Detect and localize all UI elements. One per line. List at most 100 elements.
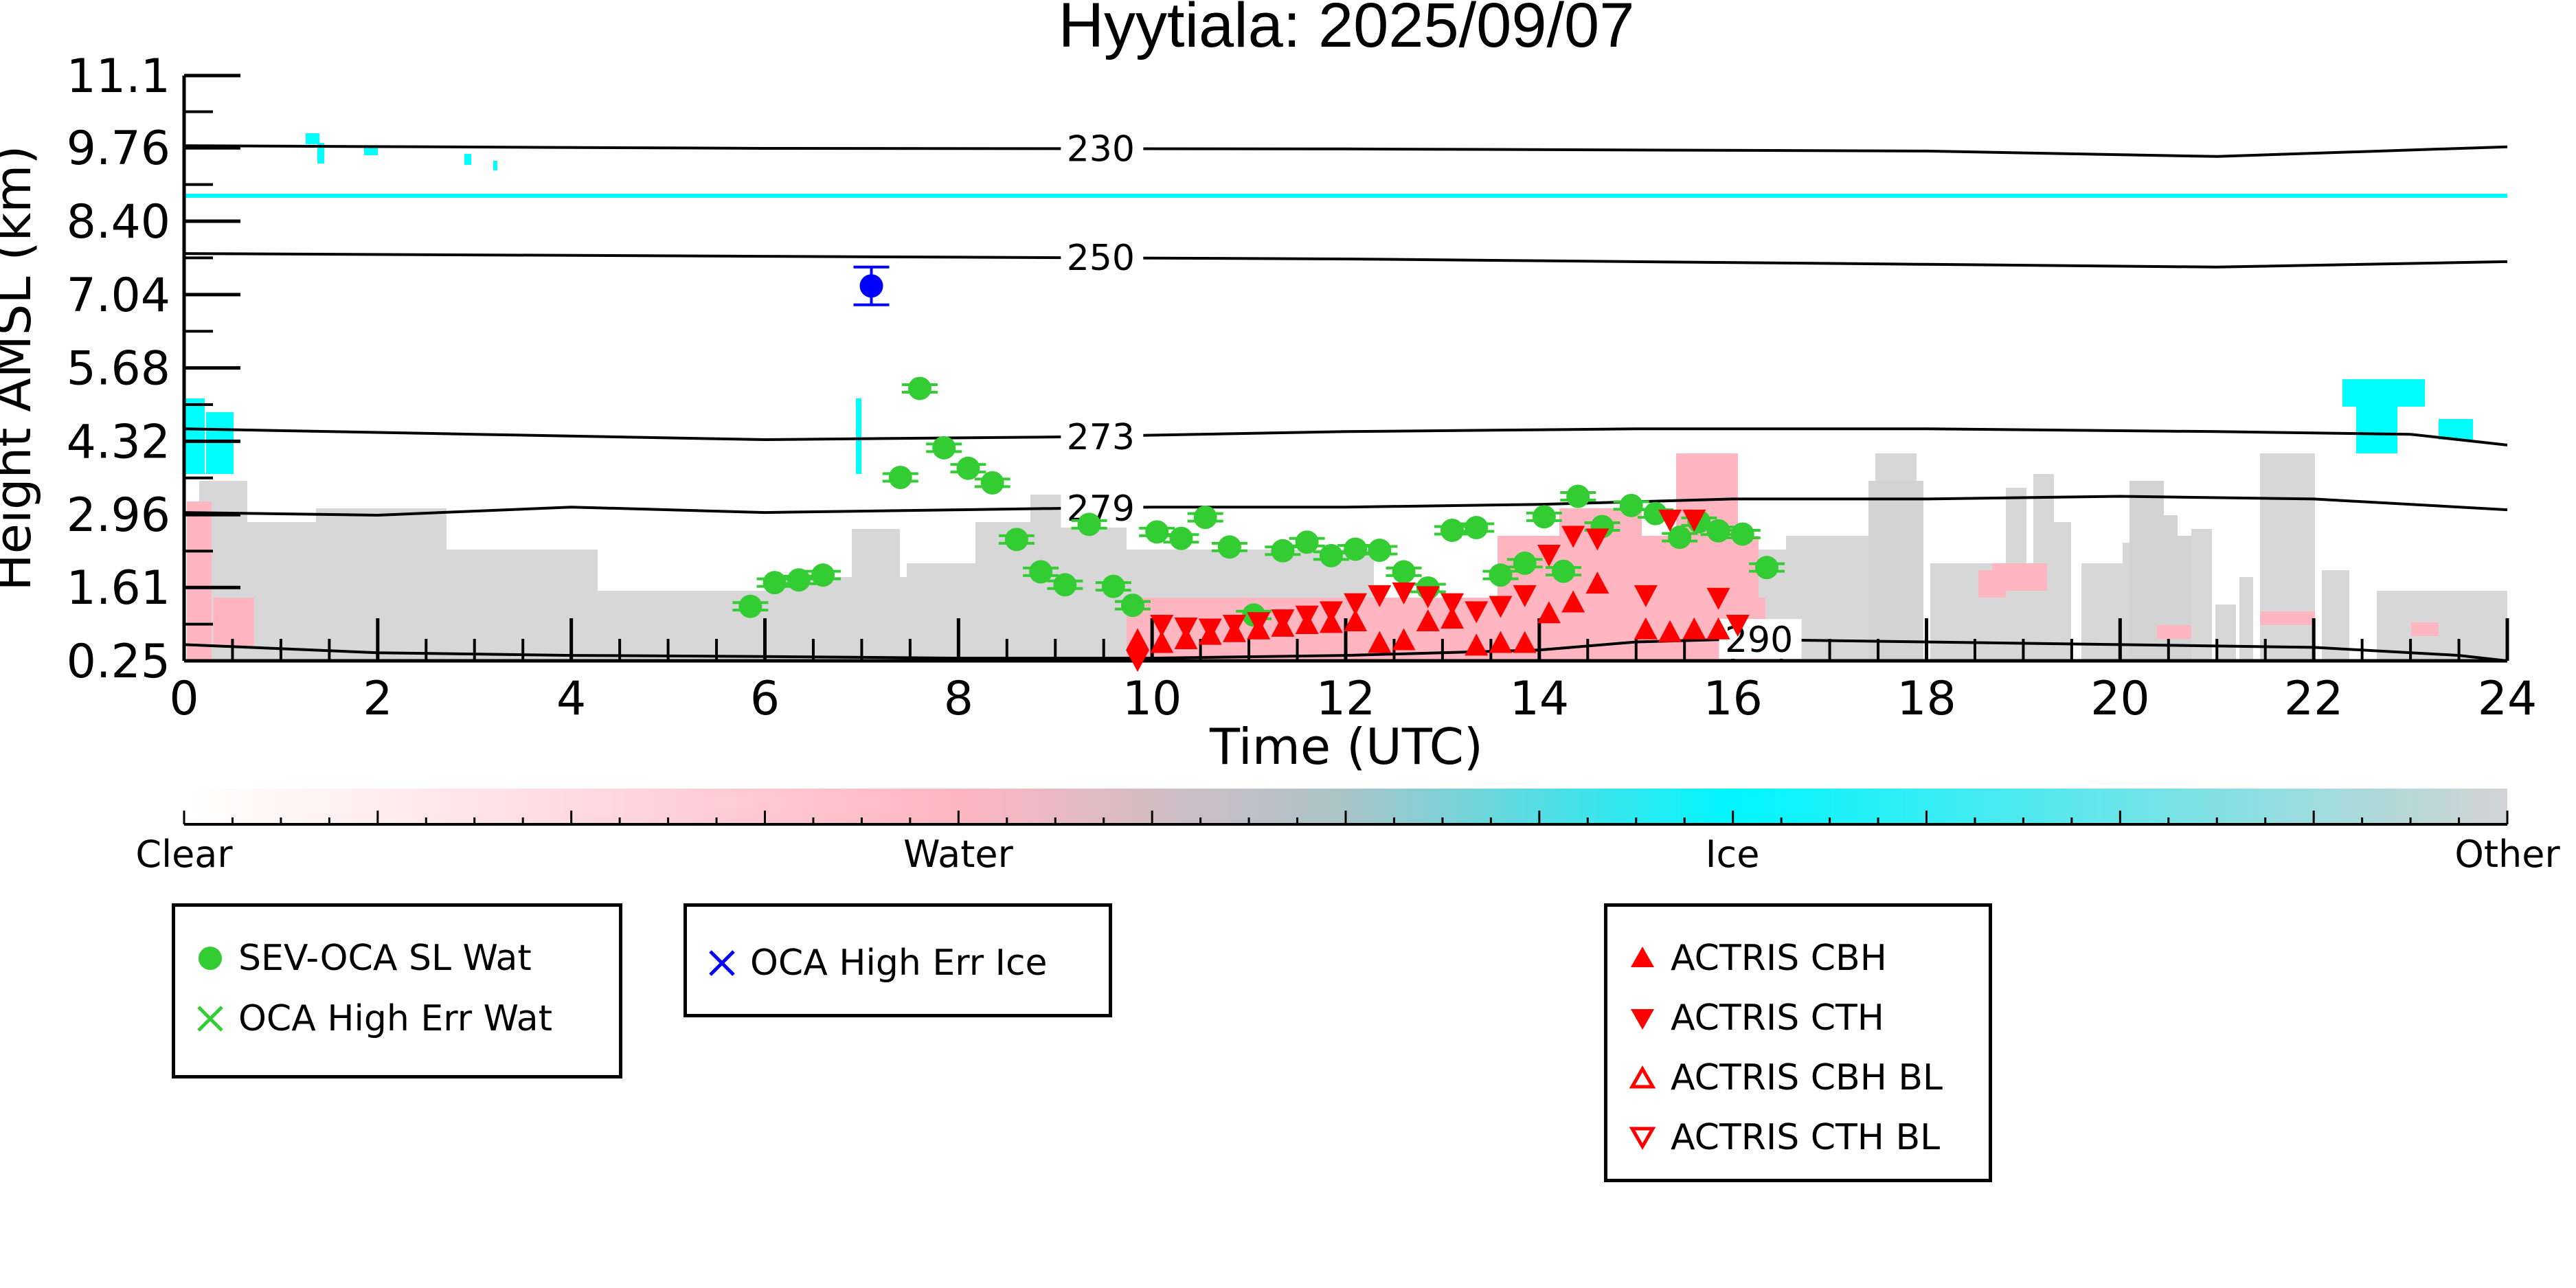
marker-sev-oca-sl-wat xyxy=(1465,516,1489,540)
data-markers xyxy=(732,265,1785,673)
marker-sev-oca-sl-wat xyxy=(762,571,787,595)
marker-sev-oca-sl-wat xyxy=(1643,501,1667,526)
marker-actris-cth xyxy=(1295,605,1319,628)
y-tick-label: 0.25 xyxy=(67,635,170,689)
marker-actris-cbh xyxy=(1392,628,1416,651)
marker-actris-cbh xyxy=(1440,607,1465,629)
marker-actris-cth xyxy=(1247,612,1271,635)
x-tick-label: 2 xyxy=(363,672,392,726)
marker-actris-cbh xyxy=(1416,609,1440,632)
legend-item-oca-high-err-wat: OCA High Err Wat xyxy=(194,998,552,1039)
marker-actris-cbh xyxy=(1585,572,1609,594)
marker-actris-cbh xyxy=(1634,617,1658,640)
marker-actris-cth xyxy=(1174,617,1198,640)
colorbar-label-water: Water xyxy=(903,833,1013,876)
classification-colorbar: Clear Water Ice Other xyxy=(135,789,2560,876)
marker-sev-oca-sl-wat xyxy=(1730,522,1754,546)
marker-actris-cth xyxy=(1271,609,1295,632)
marker-sev-oca-sl-wat xyxy=(1101,574,1125,598)
marker-oca-high-err-ice xyxy=(859,274,883,298)
marker-sev-oca-sl-wat xyxy=(1053,573,1077,597)
y-tick-label: 8.40 xyxy=(67,195,170,249)
marker-sev-oca-sl-wat xyxy=(1489,563,1513,587)
marker-sev-oca-sl-wat xyxy=(1271,539,1295,563)
marker-actris-cbh xyxy=(1513,631,1537,653)
green-circle-icon xyxy=(199,947,222,970)
marker-sev-oca-sl-wat xyxy=(956,456,980,480)
axes: 0 2 4 6 8 10 12 14 16 18 20 22 24 0.251.612.964.325.… xyxy=(67,49,2538,726)
legend-label: OCA High Err Ice xyxy=(750,942,1048,984)
legend-label: ACTRIS CTH xyxy=(1671,997,1884,1039)
marker-actris-cth xyxy=(1222,615,1246,637)
marker-sev-oca-sl-wat xyxy=(907,376,931,400)
marker-sev-oca-sl-wat xyxy=(1440,518,1465,542)
marker-sev-oca-sl-wat xyxy=(811,563,835,587)
legend-label: OCA High Err Wat xyxy=(238,998,552,1039)
marker-actris-cbh xyxy=(1150,631,1174,653)
marker-sev-oca-sl-wat xyxy=(1029,560,1053,584)
marker-actris-cth xyxy=(1537,544,1561,567)
y-axis-label: Height AMSL (km) xyxy=(0,146,42,591)
temperature-contours xyxy=(184,144,2507,661)
y-axis-ticks: 0.25 1.61 2.96 4.32 5.68 7.04 8.40 9.76 11.1 xyxy=(67,49,240,689)
blue-x-icon xyxy=(709,950,735,976)
cloud-classification-field xyxy=(184,133,2507,661)
marker-actris-cbh xyxy=(1126,628,1150,651)
contour-label-273: 273 xyxy=(1067,417,1135,458)
marker-actris-cbh xyxy=(1344,609,1368,632)
contour-label-250: 250 xyxy=(1067,238,1135,279)
contour-line-279 xyxy=(184,495,2507,517)
contour-line-273 xyxy=(184,427,2507,447)
marker-actris-cth xyxy=(1344,593,1368,615)
marker-actris-cth xyxy=(1126,650,1150,673)
colorbar-label-other: Other xyxy=(2454,833,2560,876)
marker-sev-oca-sl-wat xyxy=(1668,526,1692,550)
contour-label-bg xyxy=(1061,128,1144,168)
red-triangle-up-icon xyxy=(1631,947,1654,967)
colorbar-label-ice: Ice xyxy=(1706,833,1760,876)
colorbar-ticks xyxy=(183,811,2509,824)
x-tick-label: 8 xyxy=(944,672,973,726)
marker-sev-oca-sl-wat xyxy=(1619,493,1643,517)
marker-sev-oca-sl-wat xyxy=(1392,560,1416,584)
marker-actris-cth xyxy=(1706,587,1730,610)
x-tick-label: 14 xyxy=(1510,672,1570,726)
red-triangle-up-open-icon xyxy=(1629,1065,1656,1089)
legend-item-actris-cbh: ACTRIS CBH xyxy=(1627,938,1887,979)
green-x-icon xyxy=(197,1006,223,1032)
legend-item-actris-cbh-bl: ACTRIS CBH BL xyxy=(1627,1057,1943,1098)
marker-sev-oca-sl-wat xyxy=(1566,484,1590,508)
marker-actris-cbh xyxy=(1561,590,1585,613)
marker-sev-oca-sl-wat xyxy=(1552,559,1576,583)
legend-box-sev-oca: SEV-OCA SL Wat OCA High Err Wat xyxy=(172,903,622,1078)
marker-actris-cth xyxy=(1585,528,1609,551)
x-axis-label: Time (UTC) xyxy=(1209,718,1483,776)
x-tick-label: 24 xyxy=(2478,672,2538,726)
legend-item-sev-oca-sl-wat: SEV-OCA SL Wat xyxy=(194,938,532,979)
legend-label: ACTRIS CBH BL xyxy=(1671,1057,1943,1098)
x-tick-label: 20 xyxy=(2090,672,2150,726)
x-tick-label: 16 xyxy=(1703,672,1763,726)
marker-sev-oca-sl-wat xyxy=(1319,543,1343,567)
marker-sev-oca-sl-wat xyxy=(1295,530,1319,554)
marker-actris-cth xyxy=(1634,585,1658,607)
marker-actris-cth xyxy=(1726,615,1750,637)
marker-sev-oca-sl-wat xyxy=(1368,539,1392,563)
marker-actris-cth xyxy=(1198,618,1222,641)
contour-line-230 xyxy=(184,144,2507,158)
y-tick-label: 2.96 xyxy=(67,488,170,543)
contour-line-290 xyxy=(184,637,2507,661)
marker-actris-cth xyxy=(1368,585,1392,607)
x-tick-label: 18 xyxy=(1897,672,1956,726)
y-tick-label: 5.68 xyxy=(67,342,170,396)
marker-sev-oca-sl-wat xyxy=(980,471,1004,495)
x-tick-label: 12 xyxy=(1316,672,1376,726)
red-triangle-down-icon xyxy=(1631,1009,1654,1030)
marker-sev-oca-sl-wat xyxy=(1145,520,1169,544)
chart-title: Hyytiala: 2025/09/07 xyxy=(1059,0,1635,60)
contour-line-250 xyxy=(184,252,2507,269)
contour-label-bg xyxy=(1061,237,1144,278)
x-tick-label: 10 xyxy=(1122,672,1182,726)
marker-actris-cbh xyxy=(1368,631,1392,653)
